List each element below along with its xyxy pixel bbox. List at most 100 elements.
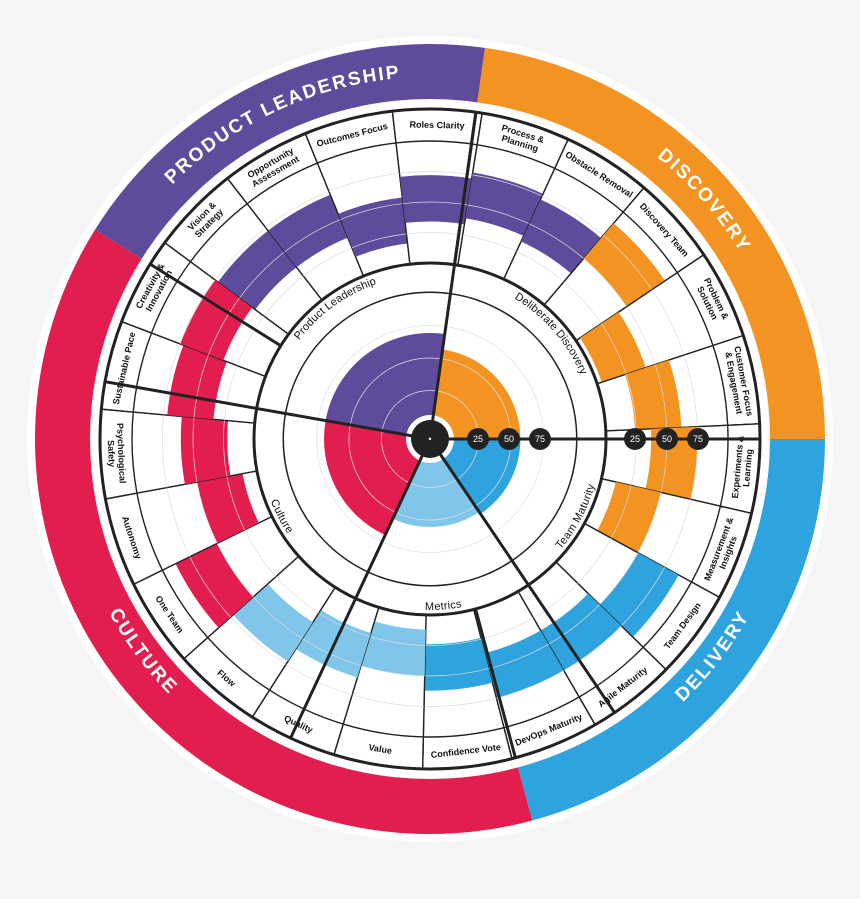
inner-tick-label: 25 — [473, 434, 483, 444]
core-grid-arc — [317, 325, 446, 420]
grid-arc — [230, 616, 287, 665]
grid-arc — [654, 364, 668, 429]
core-wedge-level — [324, 420, 420, 536]
grid-arc — [625, 374, 637, 430]
segment-level-bar — [583, 223, 666, 307]
segment-label: Value — [368, 742, 393, 756]
category-divider — [453, 112, 478, 265]
grid-arc — [223, 365, 238, 421]
grid-arc — [284, 219, 341, 253]
grid-arc — [563, 281, 602, 324]
grid-arc — [162, 414, 168, 488]
core-grid-arc — [381, 532, 494, 553]
grid-arc — [472, 174, 543, 197]
grid-arc — [192, 417, 198, 483]
grid-arc — [603, 235, 653, 290]
category-band-culture — [34, 229, 533, 834]
segment-level-bar — [484, 630, 564, 699]
core-ring — [284, 292, 576, 585]
inner-tick-marker — [498, 428, 520, 450]
center-label: • — [428, 434, 431, 444]
core-grid-arc — [445, 326, 544, 440]
core-grid-arc — [381, 430, 410, 484]
grid-arc — [244, 529, 277, 577]
grid-arc — [621, 567, 666, 627]
grid-arc — [424, 697, 497, 707]
grid-arc — [583, 258, 627, 307]
outer-tick-marker — [687, 428, 709, 450]
core-wedge-level — [325, 333, 445, 435]
grid-arc — [424, 668, 489, 677]
core-grid-arc — [316, 419, 383, 543]
grid-arc — [541, 195, 604, 236]
core-grid-arc — [395, 505, 476, 521]
grid-arc — [563, 625, 622, 671]
grid-arc — [360, 665, 425, 677]
grid-arc — [599, 552, 639, 605]
core-grid-arc — [381, 390, 437, 431]
outer-tick-marker — [656, 428, 678, 450]
segment-label: Roles Clarity — [409, 119, 464, 130]
outer-tick-label: 50 — [662, 434, 672, 444]
segment-level-bar — [424, 637, 493, 691]
outer-tick-label: 75 — [693, 434, 703, 444]
segment-label: PsychologicalSafety — [105, 423, 128, 484]
category-band-discovery — [475, 47, 825, 439]
grid-arc — [166, 487, 191, 557]
grid-arc — [189, 556, 231, 618]
segment-level-bar — [580, 312, 646, 383]
grid-arc — [610, 485, 632, 539]
inner-tick-label: 75 — [535, 434, 545, 444]
segment-level-bar — [196, 473, 259, 544]
grid-arc — [226, 476, 245, 531]
grid-arc — [651, 289, 685, 356]
grid-arc — [328, 172, 400, 192]
section-divider — [289, 452, 425, 739]
segment-level-bar — [217, 230, 297, 310]
grid-arc — [214, 227, 267, 281]
grid-arc — [601, 323, 627, 375]
category-divider — [149, 262, 282, 348]
grid-arc — [351, 694, 425, 707]
segment-label: Experiments &Learning — [730, 435, 756, 500]
grid-arc — [425, 638, 482, 646]
segment-level-bar — [338, 197, 408, 257]
grid-arc — [252, 596, 303, 639]
grid-arc — [351, 233, 407, 249]
grid-arc — [303, 247, 353, 277]
segment-level-bar — [521, 199, 602, 274]
grid-arc — [577, 537, 612, 584]
core-grid-arc — [493, 438, 544, 534]
grid-arc — [208, 297, 240, 355]
segment-level-bar — [599, 552, 679, 637]
center-hub — [411, 420, 449, 458]
core-grid-arc — [349, 357, 442, 425]
grid-arc — [223, 420, 228, 477]
category-divider — [474, 608, 517, 759]
scale-markers: • 25 50 75 25 50 75 — [411, 420, 760, 458]
grid-arc — [193, 354, 209, 418]
grid-arc — [637, 492, 662, 553]
grid-arc — [263, 275, 304, 317]
grid-arc — [239, 251, 285, 299]
segment-level-bar — [233, 583, 313, 662]
grid-arc — [179, 279, 216, 344]
inner-tick-marker — [529, 428, 551, 450]
grid-arc — [196, 481, 218, 544]
segment-level-bar — [399, 175, 472, 225]
segment-level-bar — [180, 416, 231, 485]
grid-arc — [683, 354, 698, 427]
core-grid-arc — [409, 478, 458, 488]
core-wedge-level — [443, 439, 521, 514]
grid-arc — [626, 306, 656, 365]
grid-arc — [533, 583, 578, 619]
segment-level-bar — [624, 360, 682, 430]
grid-arc — [529, 223, 584, 259]
grid-arc — [406, 232, 463, 236]
grid-arc — [275, 576, 319, 614]
grid-arc — [340, 203, 404, 220]
core-grid-arc — [441, 358, 512, 440]
grid-arc — [163, 343, 181, 415]
inner-tick-marker — [467, 428, 489, 450]
